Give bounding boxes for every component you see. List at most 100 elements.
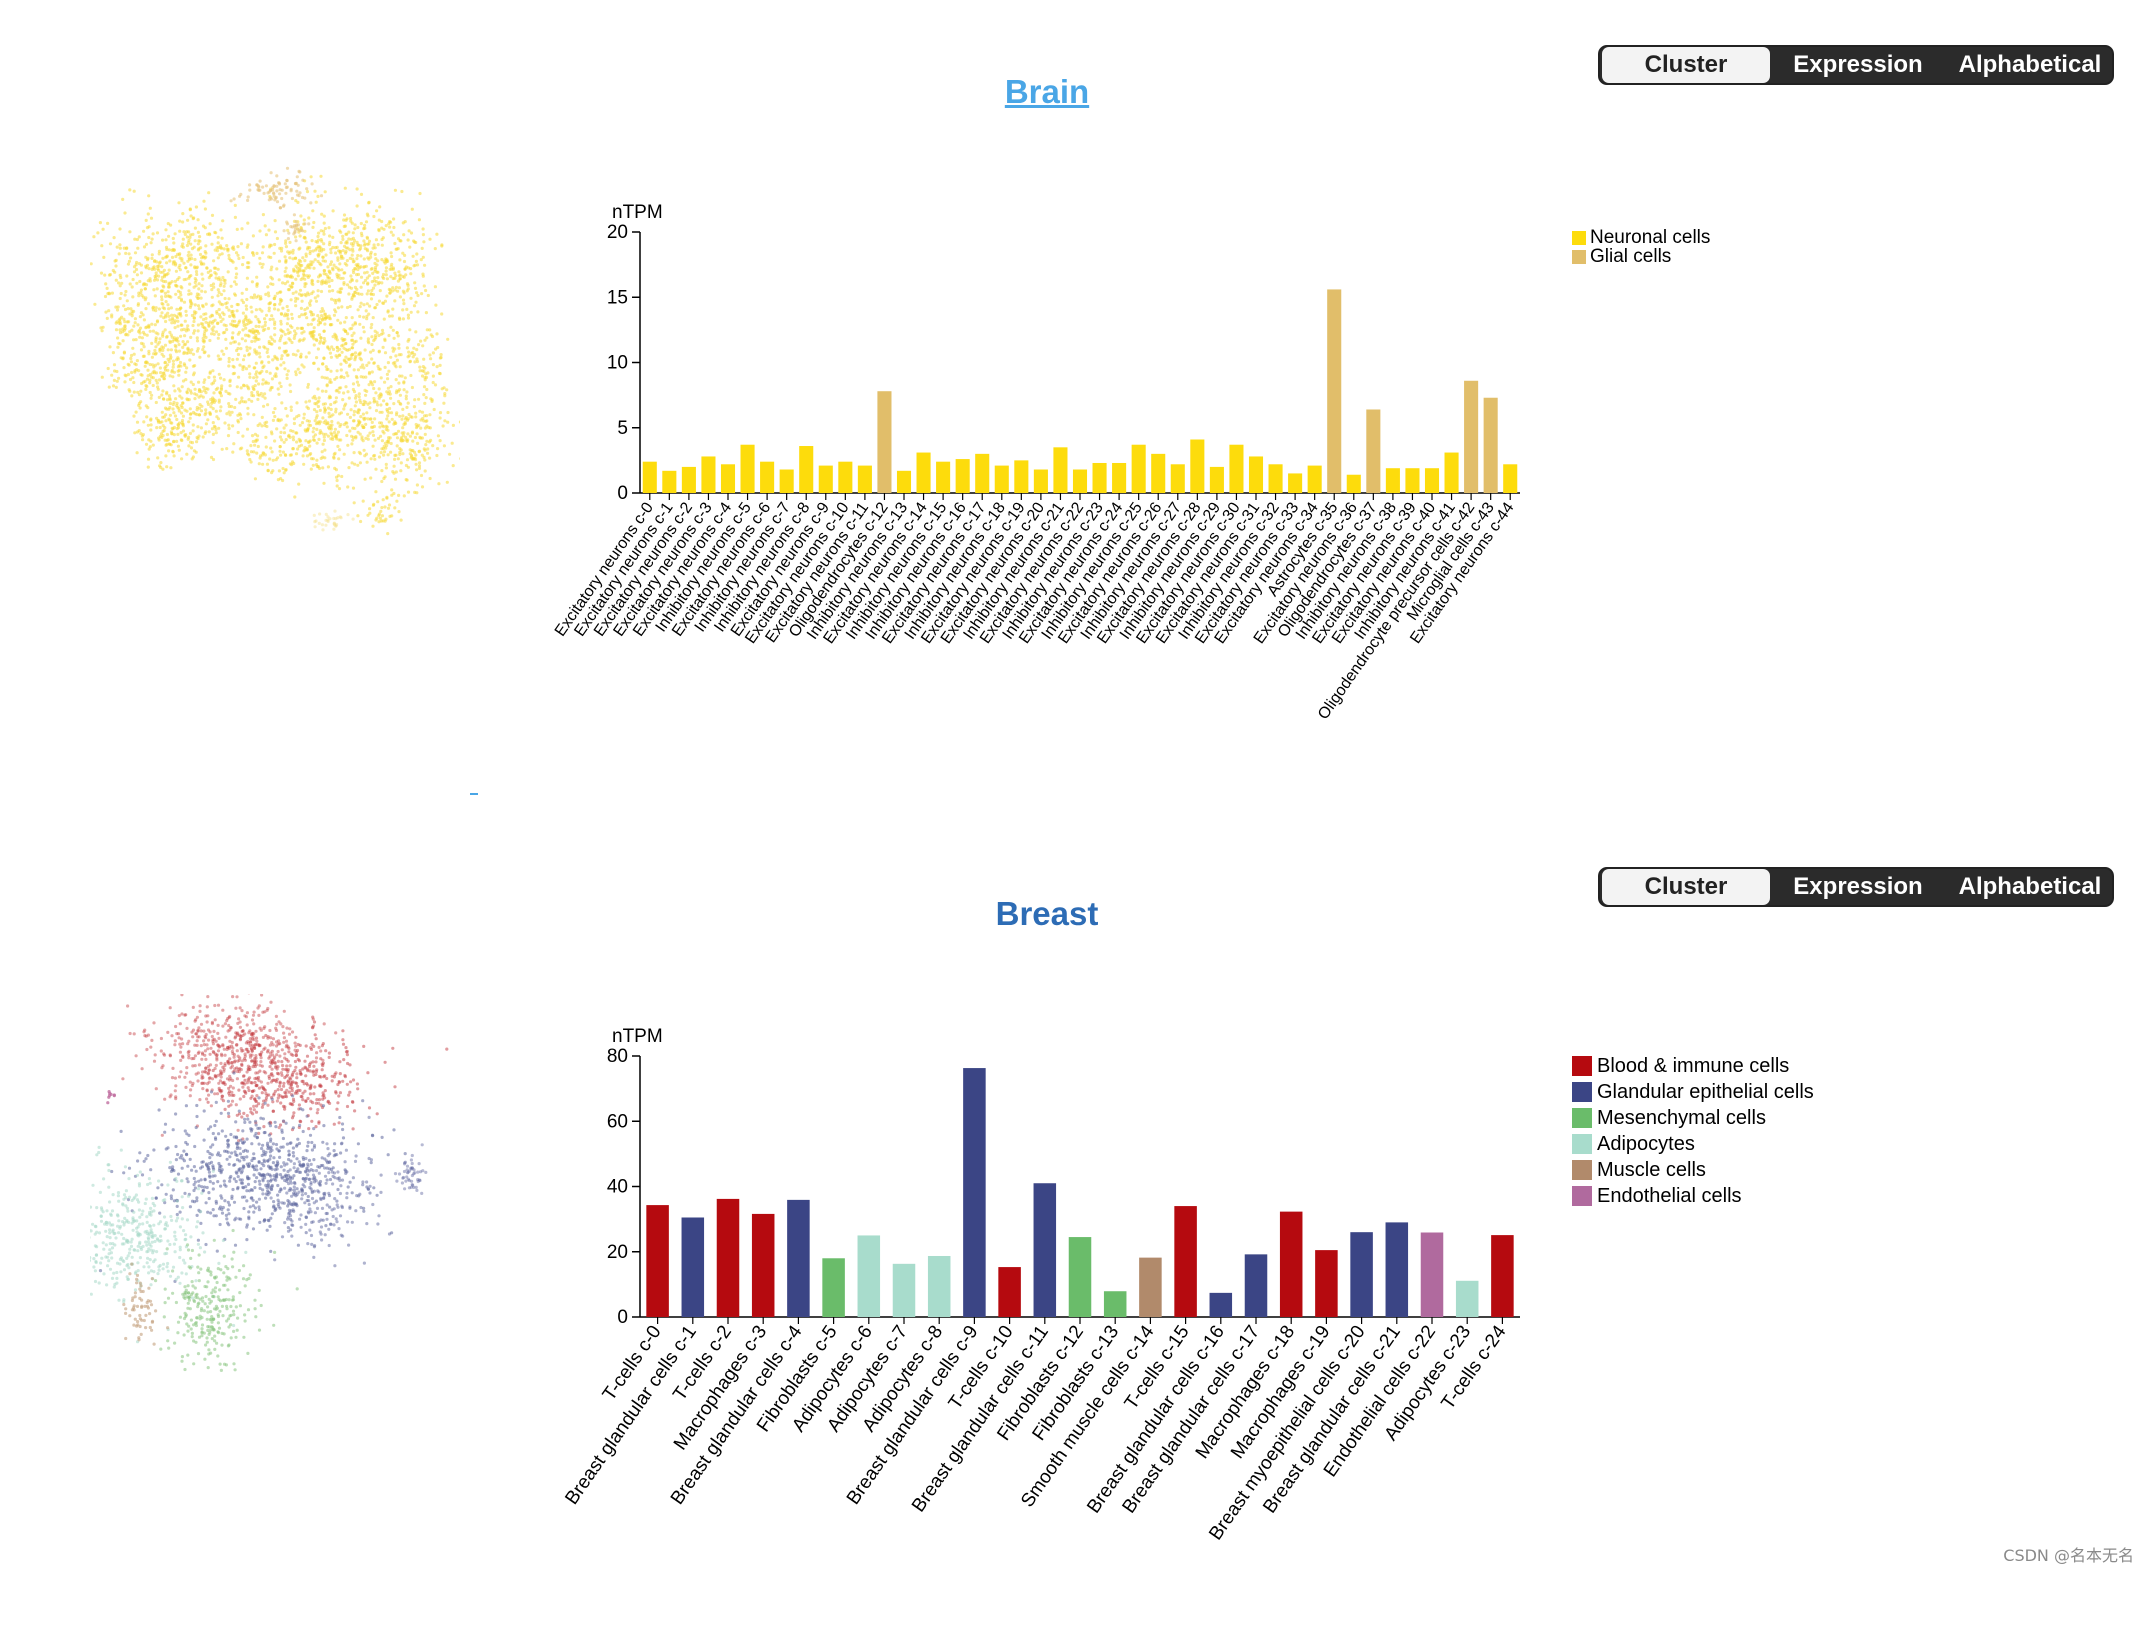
- umap-point: [164, 238, 167, 241]
- umap-point: [216, 387, 219, 390]
- sort-cluster-button[interactable]: Cluster: [1602, 869, 1770, 905]
- bar[interactable]: [1327, 289, 1341, 493]
- umap-point: [269, 1044, 272, 1047]
- umap-point: [414, 415, 417, 418]
- umap-point: [339, 376, 342, 379]
- umap-point: [197, 231, 200, 234]
- umap-point: [301, 1098, 304, 1101]
- umap-point: [174, 326, 177, 329]
- umap-point: [303, 236, 306, 239]
- sort-alphabetical-button[interactable]: Alphabetical: [1946, 869, 2114, 905]
- tissue-title-link[interactable]: Brain: [1005, 73, 1089, 110]
- bar[interactable]: [1288, 473, 1302, 493]
- bar[interactable]: [1445, 453, 1459, 493]
- bar[interactable]: [1503, 464, 1517, 493]
- bar[interactable]: [936, 462, 950, 493]
- umap-point: [228, 1155, 231, 1158]
- bar[interactable]: [995, 466, 1009, 493]
- bar[interactable]: [780, 470, 794, 493]
- umap-point: [319, 1180, 322, 1183]
- bar[interactable]: [1053, 447, 1067, 493]
- sort-expression-button[interactable]: Expression: [1770, 869, 1946, 905]
- bar[interactable]: [1034, 470, 1048, 493]
- bar[interactable]: [799, 446, 813, 493]
- bar[interactable]: [741, 445, 755, 493]
- umap-point: [180, 324, 183, 327]
- umap-point: [381, 514, 384, 517]
- umap-point: [150, 394, 153, 397]
- bar[interactable]: [1405, 468, 1419, 493]
- bar[interactable]: [1249, 456, 1263, 493]
- umap-point: [424, 443, 427, 446]
- umap-point: [336, 290, 339, 293]
- bar[interactable]: [956, 459, 970, 493]
- bar[interactable]: [662, 471, 676, 493]
- umap-point: [131, 376, 134, 379]
- bar[interactable]: [1112, 463, 1126, 493]
- umap-point: [230, 1195, 233, 1198]
- legend-item[interactable]: Glial cells: [1572, 247, 1710, 266]
- umap-point: [380, 480, 383, 483]
- umap-point: [234, 398, 237, 401]
- sort-expression-button[interactable]: Expression: [1770, 47, 1946, 83]
- umap-point: [374, 518, 377, 521]
- bar[interactable]: [1210, 467, 1224, 493]
- bar[interactable]: [1151, 454, 1165, 493]
- bar[interactable]: [1464, 381, 1478, 493]
- bar[interactable]: [1190, 439, 1204, 493]
- bar[interactable]: [1366, 409, 1380, 493]
- umap-point: [342, 1043, 345, 1046]
- bar[interactable]: [1386, 468, 1400, 493]
- umap-plot[interactable]: [90, 160, 460, 540]
- bar[interactable]: [1093, 463, 1107, 493]
- umap-point: [380, 451, 383, 454]
- bar[interactable]: [721, 464, 735, 493]
- umap-point: [189, 292, 192, 295]
- bar[interactable]: [1014, 460, 1028, 493]
- umap-point: [304, 1100, 307, 1103]
- bar[interactable]: [877, 391, 891, 493]
- umap-point: [407, 351, 410, 354]
- bar[interactable]: [701, 456, 715, 493]
- umap-point: [301, 229, 304, 232]
- umap-point: [280, 438, 283, 441]
- bar[interactable]: [643, 462, 657, 493]
- umap-point: [175, 1158, 178, 1161]
- bar[interactable]: [917, 453, 931, 493]
- bar[interactable]: [897, 471, 911, 493]
- umap-point: [425, 311, 428, 314]
- bar[interactable]: [1073, 470, 1087, 493]
- tissue-title-link[interactable]: Breast: [996, 895, 1099, 932]
- umap-point: [271, 188, 274, 191]
- umap-point: [360, 232, 363, 235]
- umap-point: [349, 416, 352, 419]
- bar[interactable]: [760, 462, 774, 493]
- umap-point: [434, 304, 437, 307]
- umap-point: [128, 390, 131, 393]
- bar[interactable]: [1229, 445, 1243, 493]
- bar[interactable]: [1308, 466, 1322, 493]
- umap-point: [294, 182, 297, 185]
- bar[interactable]: [1269, 464, 1283, 493]
- bar[interactable]: [682, 467, 696, 493]
- bar[interactable]: [1425, 468, 1439, 493]
- bar[interactable]: [1132, 445, 1146, 493]
- umap-point: [132, 325, 135, 328]
- sort-cluster-button[interactable]: Cluster: [1602, 47, 1770, 83]
- bar[interactable]: [858, 466, 872, 493]
- bar[interactable]: [975, 454, 989, 493]
- umap-plot[interactable]: [90, 994, 460, 1374]
- bar[interactable]: [838, 462, 852, 493]
- bar[interactable]: [819, 466, 833, 493]
- umap-point: [397, 343, 400, 346]
- umap-point: [204, 1049, 207, 1052]
- umap-point: [138, 280, 141, 283]
- bar[interactable]: [1484, 398, 1498, 493]
- bar[interactable]: [1347, 475, 1361, 493]
- umap-point: [269, 447, 272, 450]
- umap-point: [324, 402, 327, 405]
- bar[interactable]: [1171, 464, 1185, 493]
- umap-point: [151, 363, 154, 366]
- sort-alphabetical-button[interactable]: Alphabetical: [1946, 47, 2114, 83]
- legend-item[interactable]: Neuronal cells: [1572, 228, 1710, 247]
